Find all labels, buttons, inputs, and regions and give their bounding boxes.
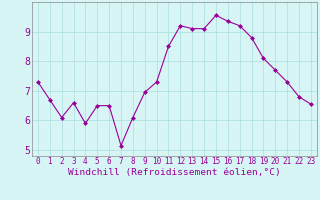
X-axis label: Windchill (Refroidissement éolien,°C): Windchill (Refroidissement éolien,°C)	[68, 168, 281, 177]
